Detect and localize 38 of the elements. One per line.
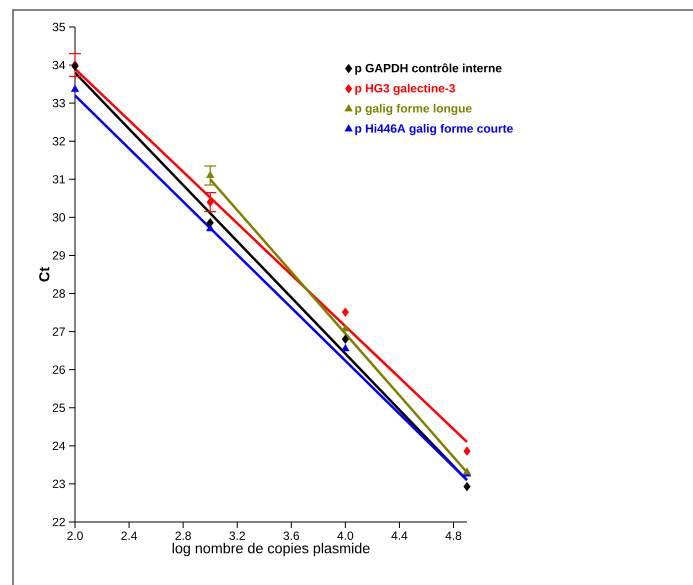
point <box>342 334 349 344</box>
y-tick-label: 29 <box>52 251 65 260</box>
y-tick-label: 22 <box>52 518 65 526</box>
x-tick-label: 3.6 <box>283 531 300 540</box>
y-tick-label: 35 <box>52 22 65 32</box>
legend-label: p GAPDH contrôle interne <box>355 63 502 75</box>
y-tick-label: 25 <box>52 404 65 412</box>
point <box>206 170 214 178</box>
x-tick-label: 2.0 <box>67 531 83 540</box>
y-tick-label: 34 <box>52 60 66 70</box>
point <box>342 307 349 317</box>
y-tick-label: 30 <box>52 213 66 222</box>
point <box>341 324 350 332</box>
y-tick-label: 32 <box>52 136 65 146</box>
x-tick-label: 2.8 <box>175 531 191 540</box>
legend-label: p Hi446A galig forme courte <box>355 124 513 136</box>
point <box>206 197 214 207</box>
x-tick-label: 4.4 <box>391 531 408 540</box>
y-tick-label: 23 <box>52 480 65 488</box>
y-axis-title: Ct <box>39 267 50 282</box>
legend-label: p galig forme longue <box>355 104 472 116</box>
point <box>70 84 80 92</box>
x-tick-label: 4.0 <box>337 531 354 540</box>
x-tick-label: 4.8 <box>445 531 462 540</box>
y-tick-label: 26 <box>52 365 65 374</box>
point <box>341 344 350 352</box>
x-axis-title: log nombre de copies plasmide <box>172 542 370 556</box>
point <box>206 218 214 228</box>
x-tick-label: 3.2 <box>229 531 245 540</box>
legend-label: p HG3 galectine-3 <box>355 84 456 95</box>
point <box>463 482 471 492</box>
point <box>463 446 471 456</box>
y-tick-label: 31 <box>52 175 65 184</box>
y-tick-label: 24 <box>52 442 66 450</box>
x-tick-label: 2.4 <box>121 531 138 540</box>
y-tick-label: 27 <box>52 327 65 336</box>
y-tick-label: 28 <box>52 289 65 298</box>
y-tick-label: 33 <box>52 98 65 108</box>
